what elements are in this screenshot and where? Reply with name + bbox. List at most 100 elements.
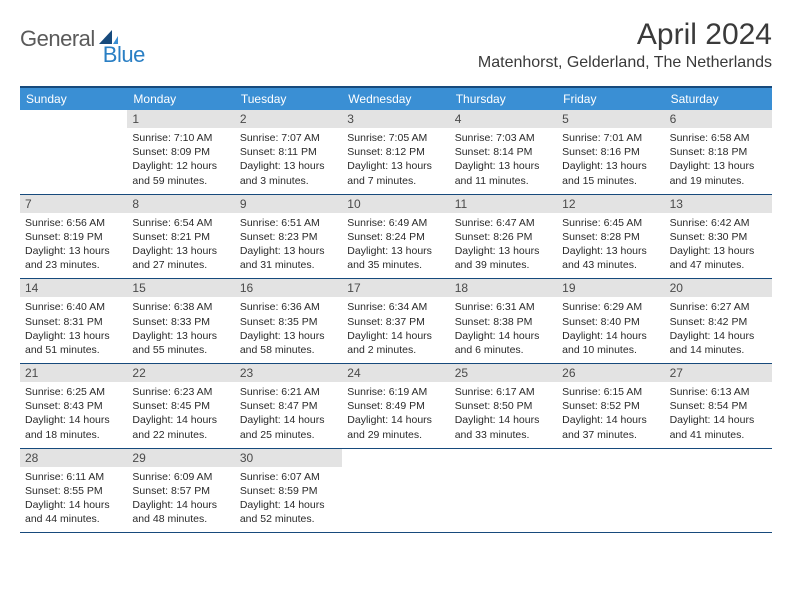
sunrise-line: Sunrise: 6:40 AM [25,300,122,314]
daylight-line: Daylight: 13 hours and 55 minutes. [132,329,229,357]
sunset-line: Sunset: 8:52 PM [562,399,659,413]
sunset-line: Sunset: 8:43 PM [25,399,122,413]
day-number: 10 [342,195,449,213]
week-row: 7Sunrise: 6:56 AMSunset: 8:19 PMDaylight… [20,195,772,280]
day-cell-20: 20Sunrise: 6:27 AMSunset: 8:42 PMDayligh… [665,279,772,363]
week-row: 1Sunrise: 7:10 AMSunset: 8:09 PMDaylight… [20,110,772,195]
day-number: 3 [342,110,449,128]
sunrise-line: Sunrise: 6:09 AM [132,470,229,484]
day-cell-28: 28Sunrise: 6:11 AMSunset: 8:55 PMDayligh… [20,449,127,533]
day-cell-26: 26Sunrise: 6:15 AMSunset: 8:52 PMDayligh… [557,364,664,448]
sunset-line: Sunset: 8:28 PM [562,230,659,244]
day-number: 23 [235,364,342,382]
dow-wednesday: Wednesday [342,88,449,110]
daylight-line: Daylight: 12 hours and 59 minutes. [132,159,229,187]
sunrise-line: Sunrise: 6:15 AM [562,385,659,399]
day-number: 18 [450,279,557,297]
day-number: 19 [557,279,664,297]
day-number: 2 [235,110,342,128]
day-of-week-row: SundayMondayTuesdayWednesdayThursdayFrid… [20,88,772,110]
day-cell-8: 8Sunrise: 6:54 AMSunset: 8:21 PMDaylight… [127,195,234,279]
week-row: 28Sunrise: 6:11 AMSunset: 8:55 PMDayligh… [20,449,772,534]
dow-sunday: Sunday [20,88,127,110]
sunset-line: Sunset: 8:11 PM [240,145,337,159]
day-cell-17: 17Sunrise: 6:34 AMSunset: 8:37 PMDayligh… [342,279,449,363]
day-cell-7: 7Sunrise: 6:56 AMSunset: 8:19 PMDaylight… [20,195,127,279]
day-cell-30: 30Sunrise: 6:07 AMSunset: 8:59 PMDayligh… [235,449,342,533]
sunrise-line: Sunrise: 6:23 AM [132,385,229,399]
sunrise-line: Sunrise: 7:01 AM [562,131,659,145]
daylight-line: Daylight: 13 hours and 47 minutes. [670,244,767,272]
sunset-line: Sunset: 8:45 PM [132,399,229,413]
header: General Blue April 2024 Matenhorst, Geld… [0,0,792,78]
sunset-line: Sunset: 8:59 PM [240,484,337,498]
day-number: 6 [665,110,772,128]
day-number: 28 [20,449,127,467]
daylight-line: Daylight: 13 hours and 51 minutes. [25,329,122,357]
day-cell-11: 11Sunrise: 6:47 AMSunset: 8:26 PMDayligh… [450,195,557,279]
sunrise-line: Sunrise: 6:38 AM [132,300,229,314]
day-number: 29 [127,449,234,467]
sunset-line: Sunset: 8:42 PM [670,315,767,329]
daylight-line: Daylight: 14 hours and 25 minutes. [240,413,337,441]
daylight-line: Daylight: 13 hours and 3 minutes. [240,159,337,187]
sunset-line: Sunset: 8:19 PM [25,230,122,244]
sunset-line: Sunset: 8:31 PM [25,315,122,329]
day-number: 22 [127,364,234,382]
day-number: 21 [20,364,127,382]
daylight-line: Daylight: 13 hours and 15 minutes. [562,159,659,187]
daylight-line: Daylight: 13 hours and 23 minutes. [25,244,122,272]
day-number: 7 [20,195,127,213]
sunrise-line: Sunrise: 7:03 AM [455,131,552,145]
location: Matenhorst, Gelderland, The Netherlands [478,54,772,72]
sunrise-line: Sunrise: 6:07 AM [240,470,337,484]
daylight-line: Daylight: 13 hours and 7 minutes. [347,159,444,187]
sunset-line: Sunset: 8:33 PM [132,315,229,329]
sunrise-line: Sunrise: 6:45 AM [562,216,659,230]
sunrise-line: Sunrise: 6:34 AM [347,300,444,314]
calendar: SundayMondayTuesdayWednesdayThursdayFrid… [20,86,772,533]
sunset-line: Sunset: 8:49 PM [347,399,444,413]
daylight-line: Daylight: 14 hours and 6 minutes. [455,329,552,357]
day-cell-27: 27Sunrise: 6:13 AMSunset: 8:54 PMDayligh… [665,364,772,448]
sunset-line: Sunset: 8:12 PM [347,145,444,159]
day-number: 1 [127,110,234,128]
daylight-line: Daylight: 13 hours and 31 minutes. [240,244,337,272]
day-cell-16: 16Sunrise: 6:36 AMSunset: 8:35 PMDayligh… [235,279,342,363]
day-cell-6: 6Sunrise: 6:58 AMSunset: 8:18 PMDaylight… [665,110,772,194]
dow-saturday: Saturday [665,88,772,110]
day-cell-18: 18Sunrise: 6:31 AMSunset: 8:38 PMDayligh… [450,279,557,363]
daylight-line: Daylight: 14 hours and 22 minutes. [132,413,229,441]
sunrise-line: Sunrise: 6:19 AM [347,385,444,399]
day-cell-9: 9Sunrise: 6:51 AMSunset: 8:23 PMDaylight… [235,195,342,279]
day-number: 30 [235,449,342,467]
daylight-line: Daylight: 13 hours and 35 minutes. [347,244,444,272]
sunrise-line: Sunrise: 7:07 AM [240,131,337,145]
day-cell-4: 4Sunrise: 7:03 AMSunset: 8:14 PMDaylight… [450,110,557,194]
daylight-line: Daylight: 14 hours and 41 minutes. [670,413,767,441]
day-number: 11 [450,195,557,213]
sunrise-line: Sunrise: 7:05 AM [347,131,444,145]
daylight-line: Daylight: 13 hours and 39 minutes. [455,244,552,272]
sunrise-line: Sunrise: 6:31 AM [455,300,552,314]
sunset-line: Sunset: 8:57 PM [132,484,229,498]
day-number: 8 [127,195,234,213]
sunset-line: Sunset: 8:26 PM [455,230,552,244]
sunset-line: Sunset: 8:40 PM [562,315,659,329]
sunrise-line: Sunrise: 6:29 AM [562,300,659,314]
sunrise-line: Sunrise: 6:54 AM [132,216,229,230]
day-number: 16 [235,279,342,297]
sunset-line: Sunset: 8:14 PM [455,145,552,159]
sunset-line: Sunset: 8:35 PM [240,315,337,329]
sunset-line: Sunset: 8:47 PM [240,399,337,413]
day-cell-13: 13Sunrise: 6:42 AMSunset: 8:30 PMDayligh… [665,195,772,279]
empty-cell [665,449,772,533]
day-number: 24 [342,364,449,382]
dow-friday: Friday [557,88,664,110]
sunrise-line: Sunrise: 6:27 AM [670,300,767,314]
day-cell-25: 25Sunrise: 6:17 AMSunset: 8:50 PMDayligh… [450,364,557,448]
day-number: 27 [665,364,772,382]
sunset-line: Sunset: 8:55 PM [25,484,122,498]
week-row: 14Sunrise: 6:40 AMSunset: 8:31 PMDayligh… [20,279,772,364]
daylight-line: Daylight: 14 hours and 2 minutes. [347,329,444,357]
